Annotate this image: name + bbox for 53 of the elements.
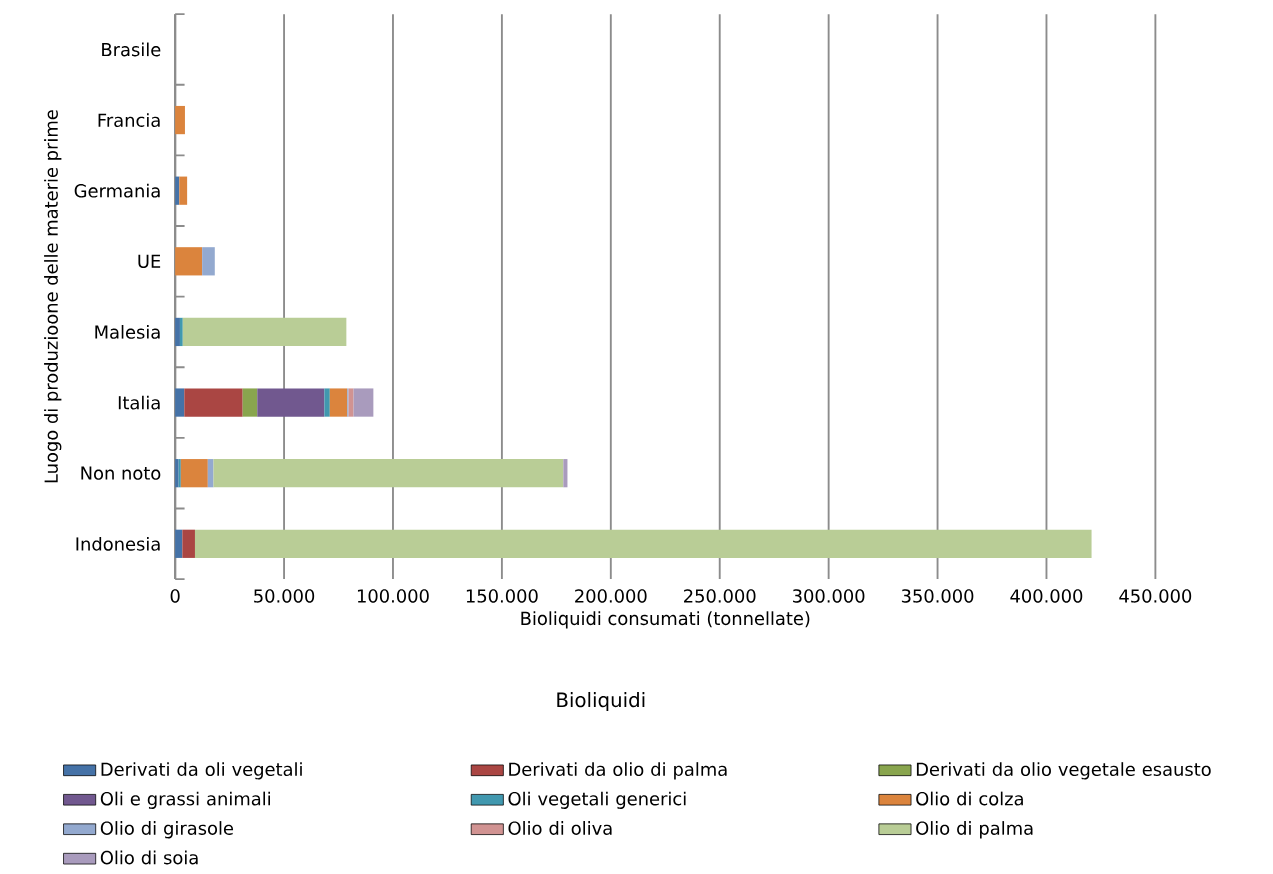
bar	[202, 247, 215, 276]
x-tick-label: 0	[170, 589, 180, 603]
legend-label: Olio di girasole	[100, 820, 234, 839]
bar	[175, 176, 180, 205]
x-tick-label: 250.000	[684, 589, 756, 603]
legend-title: Bioliquidi	[557, 691, 645, 711]
x-tick-label: 150.000	[466, 589, 538, 603]
x-tick-label: 350.000	[901, 589, 974, 603]
y-tick-label: Indonesia	[76, 536, 160, 551]
x-tick-label: 100.000	[357, 589, 429, 603]
bar	[175, 388, 185, 417]
bar	[179, 176, 188, 205]
bar	[329, 388, 348, 417]
bar	[175, 529, 183, 558]
legend-label: Derivati da oli vegetali	[101, 762, 302, 780]
legend-label: Olio di colza	[916, 791, 1023, 806]
x-tick-label: 200.000	[575, 589, 647, 603]
bar	[257, 388, 325, 417]
legend-label: Olio di soia	[100, 850, 198, 865]
bar	[175, 317, 180, 346]
bar	[179, 317, 183, 346]
x-tick-label: 50.000	[254, 589, 315, 603]
y-tick-label: Brasile	[102, 42, 161, 57]
legend-label: Derivati da olio vegetale esausto	[916, 762, 1211, 780]
legend-label: Oli vegetali generici	[508, 791, 686, 809]
x-tick-label: 450.000	[1119, 589, 1192, 603]
x-tick-label: 400.000	[1010, 589, 1083, 603]
y-axis-title: Luogo di produzioone delle materie prime	[44, 109, 62, 483]
bar	[182, 529, 195, 558]
bar	[324, 388, 330, 417]
bar	[353, 388, 374, 417]
bar	[180, 458, 208, 488]
y-tick-label: Germania	[74, 183, 160, 198]
x-tick-label: 300.000	[793, 589, 865, 603]
bar	[563, 458, 568, 488]
y-tick-label: UE	[138, 254, 161, 268]
bar	[213, 458, 564, 488]
bar	[242, 388, 258, 417]
bar	[348, 388, 354, 417]
legend-label: Olio di oliva	[508, 820, 612, 835]
y-tick-label: Italia	[118, 395, 160, 410]
legend-label: Derivati da olio di palma	[509, 762, 727, 780]
legend-label: Oli e grassi animali	[100, 791, 270, 809]
bar	[184, 388, 243, 417]
legend-label: Olio di palma	[916, 820, 1033, 839]
y-tick-label: Malesia	[95, 324, 160, 339]
y-tick-label: Francia	[98, 112, 160, 127]
bar	[175, 247, 203, 276]
y-tick-label: Non noto	[81, 466, 161, 480]
bar	[175, 105, 185, 135]
bar	[194, 529, 1092, 558]
bar	[182, 317, 347, 346]
x-axis-title: Bioliquidi consumati (tonnellate)	[521, 611, 810, 629]
